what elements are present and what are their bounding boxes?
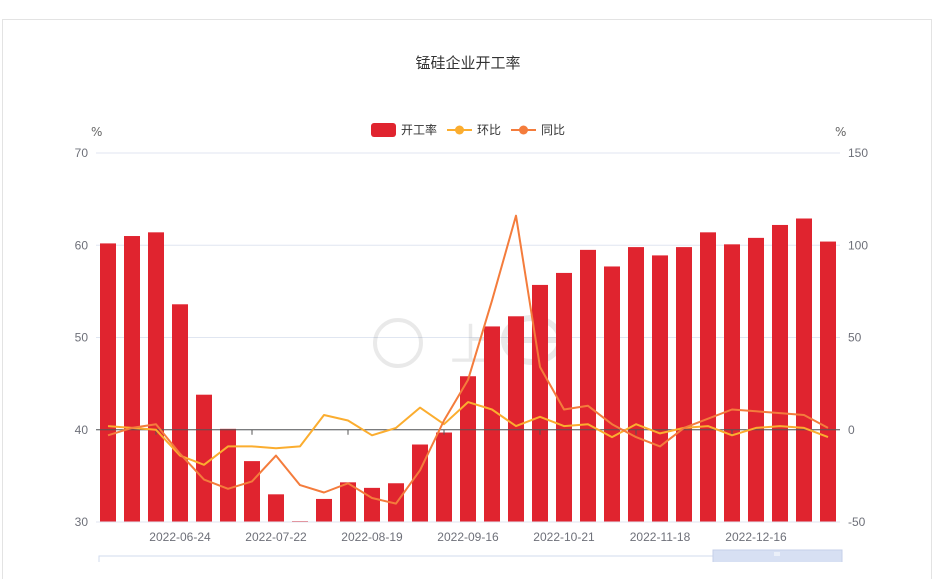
line-marker-icon (447, 125, 473, 134)
legend-item-yoy[interactable]: 同比 (511, 121, 565, 138)
bar-swatch-icon (371, 122, 396, 137)
chart-card (2, 19, 932, 579)
chart-legend: 开工率 环比 同比 (371, 121, 575, 138)
legend-item-utilization[interactable]: 开工率 (371, 121, 437, 138)
legend-item-mom[interactable]: 环比 (447, 121, 501, 138)
left-axis-unit: % (91, 125, 103, 139)
legend-label: 开工率 (401, 123, 438, 137)
legend-label: 环比 (477, 123, 502, 137)
legend-label: 同比 (541, 123, 566, 137)
chart-title: 锰硅企业开工率 (415, 54, 521, 72)
right-axis-unit: % (835, 125, 847, 139)
line-marker-icon (511, 125, 537, 134)
